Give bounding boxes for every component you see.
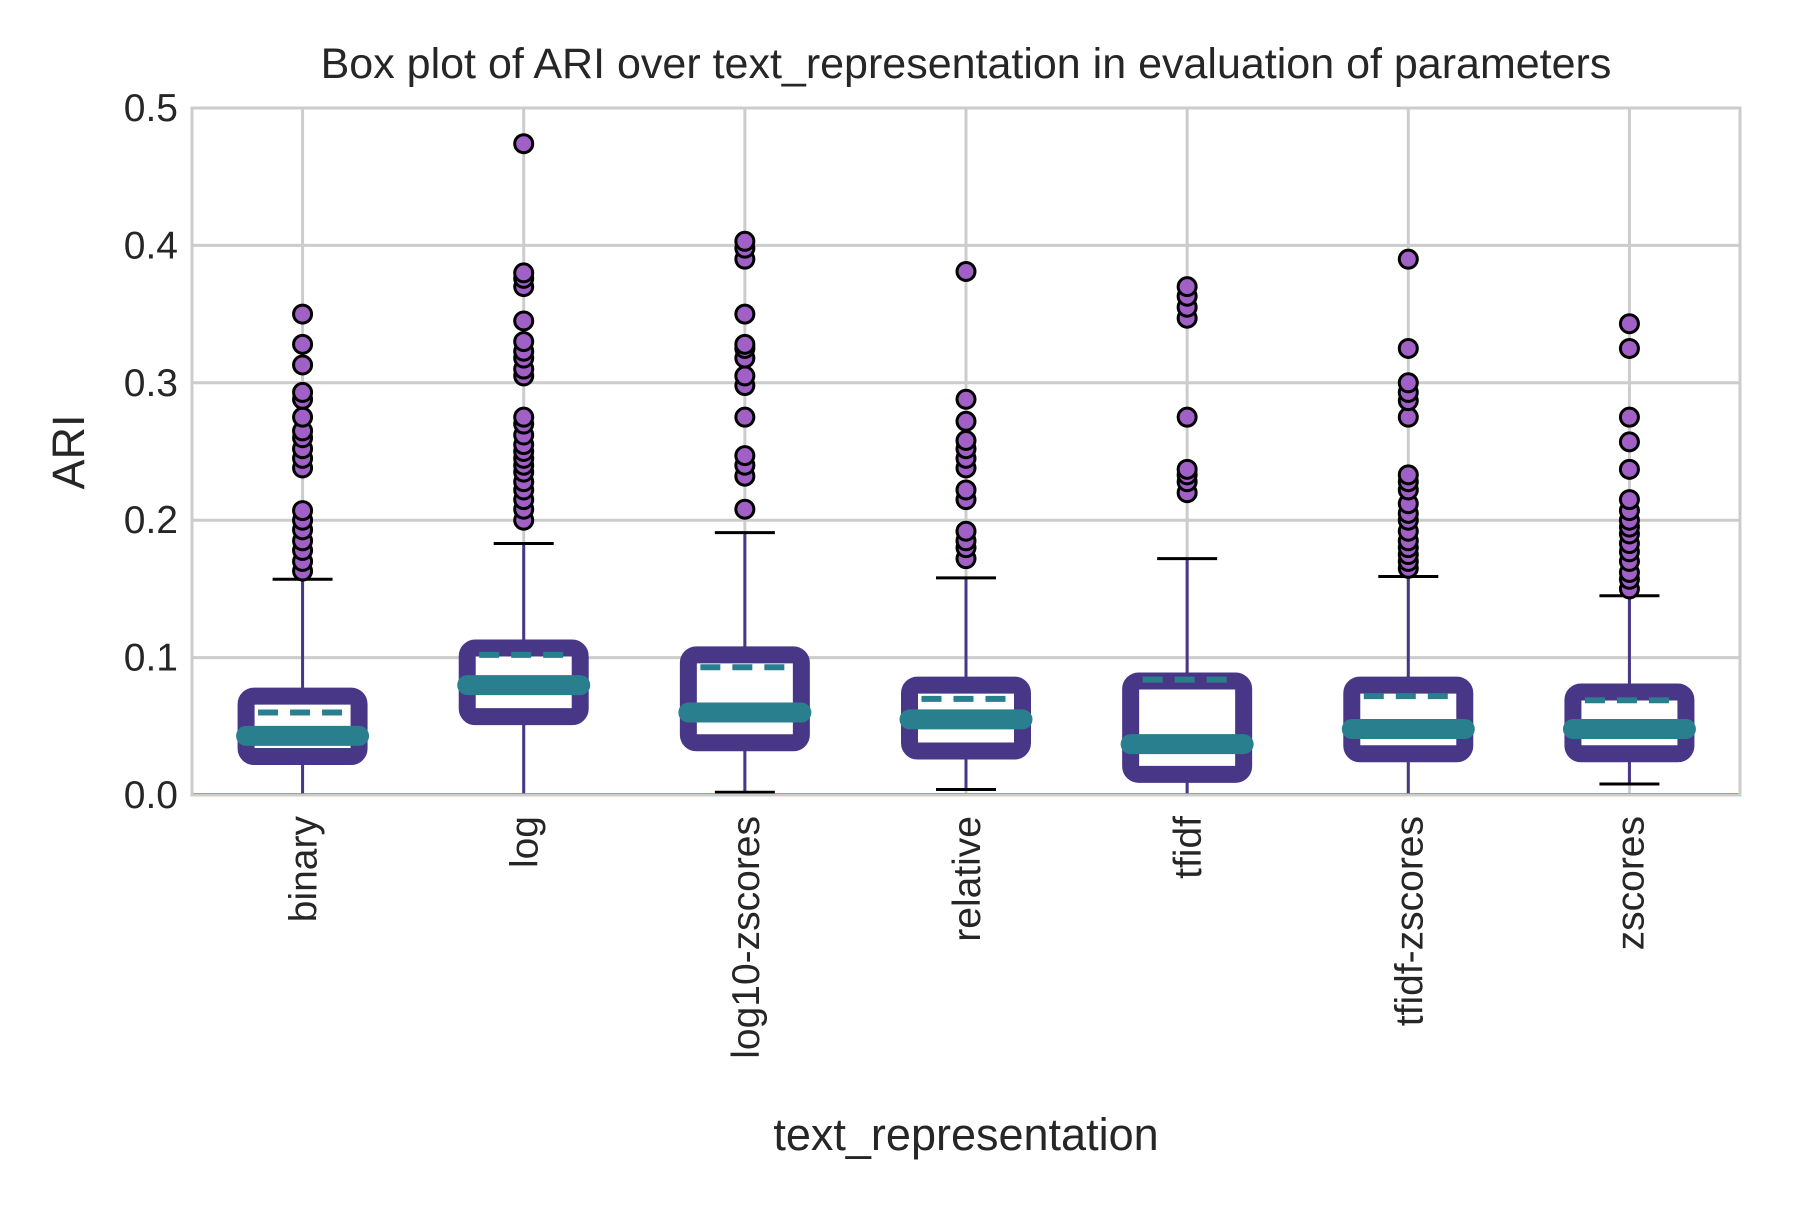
outlier-point (734, 303, 756, 325)
y-tick-label: 0.1 (124, 637, 178, 680)
box-binary (236, 577, 370, 797)
x-tick-label: relative (946, 816, 989, 942)
box-tfidf-zscores (1341, 575, 1475, 797)
outlier-point (1618, 458, 1640, 480)
outlier-point (513, 310, 535, 332)
outlier-point (955, 388, 977, 410)
outlier-point (1618, 489, 1640, 511)
outlier-point (513, 331, 535, 353)
outlier-point (1176, 406, 1198, 428)
box-log (457, 542, 591, 797)
box-body (1122, 672, 1253, 783)
y-tick-label: 0.3 (124, 362, 178, 405)
outlier-point (955, 520, 977, 542)
y-tick-label: 0.5 (124, 87, 178, 130)
x-tick-label: log (504, 816, 547, 868)
outlier-point (292, 406, 314, 428)
outlier-point (1397, 464, 1419, 486)
box-relative (899, 576, 1033, 792)
outlier-point (734, 406, 756, 428)
outlier-point (513, 133, 535, 155)
outlier-point (734, 498, 756, 520)
y-tick-label: 0.2 (124, 499, 178, 542)
outlier-point (1176, 458, 1198, 480)
x-tick-label: binary (283, 816, 326, 923)
outlier-point (1397, 248, 1419, 270)
outlier-point (1618, 406, 1640, 428)
x-tick-label: tfidf-zscores (1388, 816, 1431, 1026)
outlier-point (1176, 276, 1198, 298)
outlier-point (1618, 313, 1640, 335)
outlier-point (734, 365, 756, 387)
outlier-point (734, 445, 756, 467)
outlier-point (513, 262, 535, 284)
x-tick-labels: binary log log10-zscores relative tfidf tfidf… (283, 816, 1653, 1059)
x-axis-label: text_representation (773, 1109, 1158, 1160)
y-axis-label: ARI (43, 414, 94, 489)
x-tick-label: log10-zscores (725, 816, 768, 1059)
outlier-point (734, 333, 756, 355)
outlier-point (1618, 337, 1640, 359)
plot-frame (190, 106, 1742, 797)
outlier-point (513, 406, 535, 428)
y-tick-label: 0.0 (124, 774, 178, 817)
box-tfidf (1120, 557, 1254, 797)
box-log10-zscores (678, 531, 812, 794)
outlier-point (292, 333, 314, 355)
outlier-point (955, 479, 977, 501)
box-layer (236, 531, 1696, 797)
outlier-point (292, 500, 314, 522)
x-tick-label: zscores (1609, 816, 1652, 950)
y-tick-label: 0.4 (124, 224, 178, 267)
x-tick-label: tfidf (1167, 816, 1210, 879)
chart-title: Box plot of ARI over text_representation… (321, 40, 1612, 88)
outlier-point (292, 354, 314, 376)
outlier-point (1618, 431, 1640, 453)
outlier-point (1397, 337, 1419, 359)
outlier-point (292, 381, 314, 403)
y-tick-labels: 0.0 0.1 0.2 0.3 0.4 0.5 (124, 87, 178, 817)
outlier-point (955, 261, 977, 283)
box-zscores (1562, 594, 1696, 786)
outlier-layer (292, 133, 1640, 600)
outlier-point (734, 230, 756, 252)
outlier-point (955, 410, 977, 432)
outlier-point (955, 430, 977, 452)
outlier-point (292, 303, 314, 325)
outlier-point (1397, 372, 1419, 394)
